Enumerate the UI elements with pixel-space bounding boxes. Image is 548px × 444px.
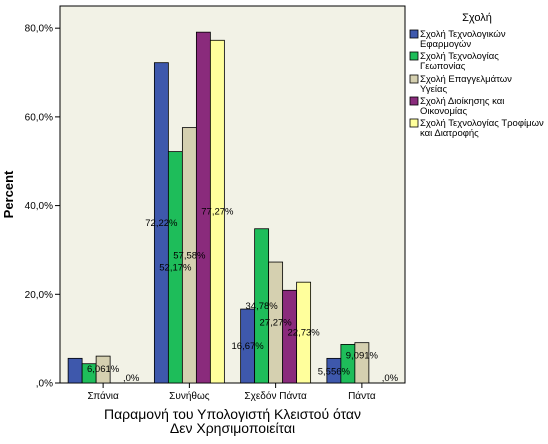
data-label: 16,67% bbox=[232, 341, 265, 352]
data-label: 72,22% bbox=[145, 218, 178, 229]
data-label: 22,73% bbox=[288, 328, 321, 339]
legend-swatch bbox=[409, 51, 419, 61]
data-label: 57,58% bbox=[173, 250, 206, 261]
legend-swatch bbox=[409, 74, 419, 84]
y-tick-label: 60,0% bbox=[25, 112, 53, 123]
y-tick-label: 40,0% bbox=[25, 201, 53, 212]
legend-swatch bbox=[409, 118, 419, 128]
legend-label: Σχολή Τεχνολογικών Εφαρμογών bbox=[420, 29, 506, 50]
data-label: ,0% bbox=[382, 373, 399, 384]
data-label: 52,17% bbox=[159, 262, 192, 273]
legend-swatch bbox=[409, 96, 419, 106]
data-label: 9,091% bbox=[346, 351, 379, 362]
x-tick-label: Σπάνια bbox=[88, 390, 119, 402]
x-tick-label: Σχεδόν Πάντα bbox=[244, 390, 307, 402]
bar bbox=[67, 357, 83, 384]
data-label: 34,78% bbox=[246, 301, 279, 312]
legend-title: Σχολή bbox=[462, 12, 492, 24]
y-axis-label: Percent bbox=[1, 170, 16, 218]
plot-area bbox=[59, 5, 406, 384]
y-tick-label: 80,0% bbox=[25, 24, 53, 35]
data-label: ,0% bbox=[123, 373, 140, 384]
legend-swatch bbox=[409, 29, 419, 39]
x-tick-label: Συνήθως bbox=[169, 390, 210, 402]
data-label: 6,061% bbox=[87, 364, 120, 375]
y-tick-label: 20,0% bbox=[25, 290, 53, 301]
x-axis-label: Παραμονή του Υπολογιστή Κλειστού όταν Δεν… bbox=[104, 406, 361, 436]
bar bbox=[354, 342, 370, 384]
bar bbox=[209, 39, 225, 384]
y-tick-label: ,0% bbox=[36, 379, 53, 390]
x-tick-label: Πάντα bbox=[348, 390, 376, 402]
legend-label: Σχολή Επαγγελμάτων Υγείας bbox=[420, 74, 512, 95]
data-label: 27,27% bbox=[260, 318, 293, 329]
legend-label: Σχολή Τεχνολογίας Γεωπονίας bbox=[420, 51, 499, 72]
legend-label: Σχολή Τεχνολογίας Τροφίμων και Διατροφής bbox=[420, 118, 544, 139]
data-label: 5,556% bbox=[318, 366, 351, 377]
bar bbox=[296, 281, 312, 384]
data-label: 77,27% bbox=[201, 207, 234, 218]
legend-label: Σχολή Διοίκησης και Οικονομίας bbox=[420, 96, 504, 117]
